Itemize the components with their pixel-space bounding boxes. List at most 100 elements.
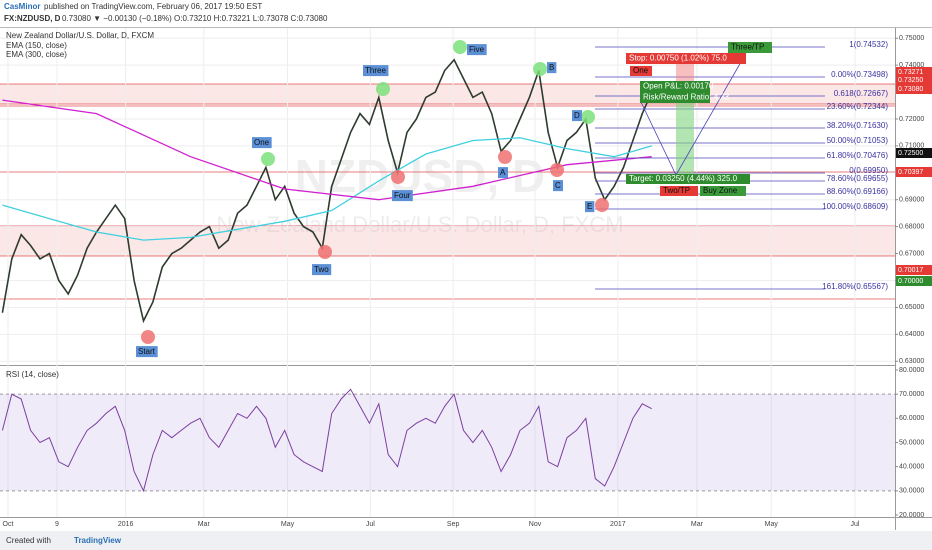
wave-box [553, 180, 563, 192]
price-tag [896, 84, 932, 94]
price-tag-label: 0.70017 [898, 267, 923, 274]
x-tick-label: 2016 [118, 521, 134, 528]
label-box [626, 53, 746, 64]
pivot-marker [498, 150, 512, 164]
y-tick-label: 50.0000 [899, 439, 924, 446]
label-box [660, 186, 698, 196]
legend-item: EMA (150, close) [6, 41, 67, 50]
y-tick-label: 0.75000 [899, 35, 924, 42]
trade-label: Stop: 0.00750 (1.02%) 75.0 [629, 54, 727, 63]
published: published on TradingView.com, February 0… [44, 2, 262, 11]
zone [0, 226, 895, 256]
pivot-marker [581, 110, 595, 124]
x-tick-label: Mar [691, 521, 704, 528]
trade-label: Target: 0.03250 (4.44%) 325.0 [629, 174, 738, 183]
wave-label: Two [314, 265, 329, 274]
series-line [2, 137, 652, 241]
x-tick-label: 9 [55, 521, 59, 528]
price-tag-label: 0.73271 [898, 69, 923, 76]
fib-label: 161.80%(0.65567) [822, 282, 888, 291]
series-line [1, 388, 652, 493]
zone [0, 84, 895, 104]
y-tick-label: 0.69000 [899, 197, 924, 204]
wave-box [312, 264, 332, 276]
y-tick-label: 80.0000 [899, 367, 924, 374]
wave-label: C [555, 181, 561, 190]
x-tick-label: 2017 [610, 521, 626, 528]
price-tag [896, 167, 932, 177]
label-box [640, 81, 710, 92]
price-tag-label: 0.73250 [898, 77, 923, 84]
wave-box [572, 110, 582, 122]
price-tag-label: 0.72500 [898, 150, 923, 157]
label-box [700, 186, 746, 196]
y-tick-label: 0.68000 [899, 223, 924, 230]
y-tick-label: 0.67000 [899, 250, 924, 257]
wave-box [498, 167, 508, 179]
pivot-marker [318, 245, 332, 259]
wave-box [467, 44, 487, 56]
price-tag [896, 148, 932, 158]
x-tick-label: Oct [3, 521, 14, 528]
legend-item: EMA (300, close) [6, 50, 67, 59]
y-tick-label: 30.0000 [899, 488, 924, 495]
wave-label: D [574, 111, 580, 120]
wave-box [547, 62, 557, 74]
wave-box [392, 190, 413, 202]
pivot-marker [595, 198, 609, 212]
wave-label: Four [394, 191, 411, 200]
fib-label: 50.00%(0.71053) [827, 136, 889, 145]
watermark: New Zealand Dollar/U.S. Dollar, D, FXCM [216, 212, 623, 237]
x-tick-label: May [281, 521, 295, 528]
footer-text: Created with [6, 536, 51, 545]
y-tick-label: 20.0000 [899, 512, 924, 519]
wave-label: B [549, 63, 554, 72]
pivot-marker [141, 330, 155, 344]
label-box [630, 66, 652, 76]
price-tag [896, 67, 932, 77]
trade-label: One [633, 66, 649, 75]
wave-label: One [254, 138, 270, 147]
pivot-marker [391, 170, 405, 184]
wave-box [136, 346, 158, 358]
fib-label: 100.00%(0.68609) [822, 202, 888, 211]
wave-label: Start [138, 347, 156, 356]
wave-box [585, 201, 595, 213]
trade-label: Three/TP [731, 43, 764, 52]
label-box [626, 174, 750, 184]
y-tick-label: 0.72000 [899, 116, 924, 123]
symbol: FX:NZDUSD, D [4, 14, 61, 23]
fib-label: 61.80%(0.70476) [827, 151, 889, 160]
trade-label: Two/TP [663, 186, 690, 195]
y-tick-label: 0.71000 [899, 143, 924, 150]
y-tick-label: 0.65000 [899, 304, 924, 311]
pivot-marker [550, 163, 564, 177]
legend-title: New Zealand Dollar/U.S. Dollar, D, FXCM [6, 31, 154, 40]
price-tag [896, 265, 932, 275]
series-line [1, 58, 653, 324]
pivot-marker [533, 62, 547, 76]
quote: 0.73080 ▼ −0.00130 (−0.18%) O:0.73210 H:… [62, 14, 328, 23]
y-tick-label: 60.0000 [899, 415, 924, 422]
price-tag-label: 0.70000 [898, 278, 923, 285]
fib-label: 0.00%(0.73498) [831, 70, 888, 79]
fib-label: 38.20%(0.71630) [827, 121, 889, 130]
target-zone [676, 85, 694, 180]
x-tick-label: Jul [366, 521, 375, 528]
footer-brand[interactable]: TradingView [74, 536, 122, 545]
wave-label: Three [365, 66, 386, 75]
price-tag-label: 0.73080 [898, 86, 923, 93]
footer-bar [0, 531, 932, 550]
rsi-title: RSI (14, close) [6, 370, 59, 379]
y-tick-label: 0.74000 [899, 62, 924, 69]
fib-label: 23.60%(0.72344) [827, 102, 889, 111]
price-tag [896, 276, 932, 286]
price-tag [896, 75, 932, 85]
rsi-band [0, 394, 895, 491]
publisher[interactable]: CasMinor [4, 2, 40, 11]
x-tick-label: Sep [447, 521, 460, 528]
wave-label: E [587, 202, 592, 211]
